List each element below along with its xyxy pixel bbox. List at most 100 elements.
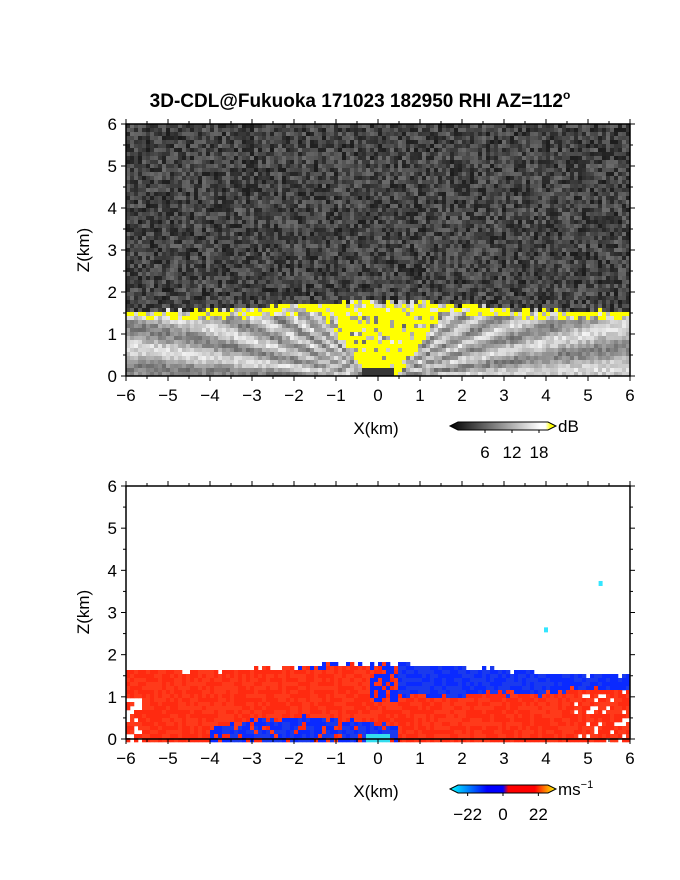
intensity-cell: [142, 148, 147, 153]
intensity-cell: [394, 180, 399, 185]
intensity-cell: [362, 192, 367, 197]
intensity-cell: [606, 204, 611, 209]
intensity-cell: [206, 260, 211, 265]
intensity-cell: [526, 248, 531, 253]
intensity-cell: [450, 176, 455, 181]
intensity-cell: [426, 196, 431, 201]
intensity-cell: [530, 264, 535, 269]
intensity-cell: [434, 140, 439, 145]
intensity-cell: [518, 276, 523, 281]
intensity-cell: [226, 228, 231, 233]
intensity-cell: [414, 168, 419, 173]
intensity-cell: [446, 260, 451, 265]
intensity-cell: [574, 164, 579, 169]
intensity-cell: [286, 204, 291, 209]
intensity-cell: [318, 208, 323, 213]
intensity-cell: [454, 180, 459, 185]
intensity-cell: [162, 236, 167, 241]
intensity-cell: [462, 276, 467, 281]
intensity-cell: [182, 164, 187, 169]
intensity-cell: [246, 220, 251, 225]
intensity-cell: [134, 192, 139, 197]
intensity-cell: [326, 124, 331, 129]
intensity-cell: [146, 280, 151, 285]
intensity-cell: [574, 260, 579, 265]
intensity-cell: [582, 148, 587, 153]
intensity-cell: [594, 240, 599, 245]
intensity-cell: [362, 144, 367, 149]
intensity-cell: [438, 200, 443, 205]
intensity-cell: [354, 160, 359, 165]
intensity-cell: [618, 268, 623, 273]
intensity-cell: [254, 180, 259, 185]
intensity-cell: [374, 224, 379, 229]
intensity-cell: [450, 132, 455, 137]
intensity-cell: [518, 232, 523, 237]
intensity-cell: [442, 248, 447, 253]
intensity-cell: [170, 208, 175, 213]
intensity-cell: [234, 184, 239, 189]
intensity-cell: [462, 128, 467, 133]
intensity-cell: [254, 124, 259, 129]
intensity-cell: [294, 184, 299, 189]
intensity-cell: [454, 192, 459, 197]
intensity-cell: [346, 128, 351, 133]
intensity-cell: [394, 168, 399, 173]
intensity-cell: [150, 276, 155, 281]
intensity-cell: [534, 256, 539, 261]
intensity-cell: [438, 152, 443, 157]
intensity-cell: [462, 252, 467, 257]
intensity-cell: [194, 136, 199, 141]
intensity-cell: [346, 208, 351, 213]
intensity-cell: [230, 240, 235, 245]
intensity-cell: [142, 228, 147, 233]
intensity-cell: [302, 184, 307, 189]
intensity-cell: [214, 152, 219, 157]
intensity-cell: [178, 200, 183, 205]
intensity-cell: [190, 140, 195, 145]
intensity-cell: [622, 164, 627, 169]
intensity-cell: [418, 228, 423, 233]
intensity-cell: [406, 208, 411, 213]
intensity-cell: [410, 180, 415, 185]
intensity-cell: [178, 232, 183, 237]
intensity-cell: [422, 152, 427, 157]
intensity-cell: [314, 188, 319, 193]
intensity-cell: [410, 124, 415, 129]
intensity-cell: [522, 140, 527, 145]
intensity-cell: [338, 200, 343, 205]
intensity-cell: [262, 144, 267, 149]
intensity-cell: [598, 152, 603, 157]
intensity-cell: [494, 192, 499, 197]
intensity-cell: [130, 184, 135, 189]
intensity-cell: [178, 128, 183, 133]
intensity-cell: [230, 184, 235, 189]
intensity-cell: [146, 196, 151, 201]
intensity-cell: [166, 140, 171, 145]
intensity-cell: [510, 152, 515, 157]
intensity-cell: [218, 152, 223, 157]
intensity-cell: [226, 168, 231, 173]
intensity-cell: [562, 212, 567, 217]
intensity-cell: [230, 248, 235, 253]
intensity-cell: [206, 220, 211, 225]
intensity-cell: [350, 128, 355, 133]
intensity-cell: [210, 196, 215, 201]
intensity-cell: [486, 176, 491, 181]
intensity-cell: [314, 148, 319, 153]
intensity-cell: [194, 216, 199, 221]
intensity-cell: [566, 260, 571, 265]
intensity-cell: [434, 236, 439, 241]
intensity-cell: [578, 236, 583, 241]
intensity-cell: [314, 140, 319, 145]
intensity-cell: [578, 244, 583, 249]
intensity-cell: [142, 200, 147, 205]
intensity-cell: [334, 208, 339, 213]
intensity-cell: [346, 168, 351, 173]
intensity-cell: [554, 260, 559, 265]
intensity-cell: [514, 264, 519, 269]
intensity-cell: [610, 240, 615, 245]
intensity-cell: [358, 136, 363, 141]
intensity-cell: [614, 240, 619, 245]
intensity-cell: [162, 140, 167, 145]
